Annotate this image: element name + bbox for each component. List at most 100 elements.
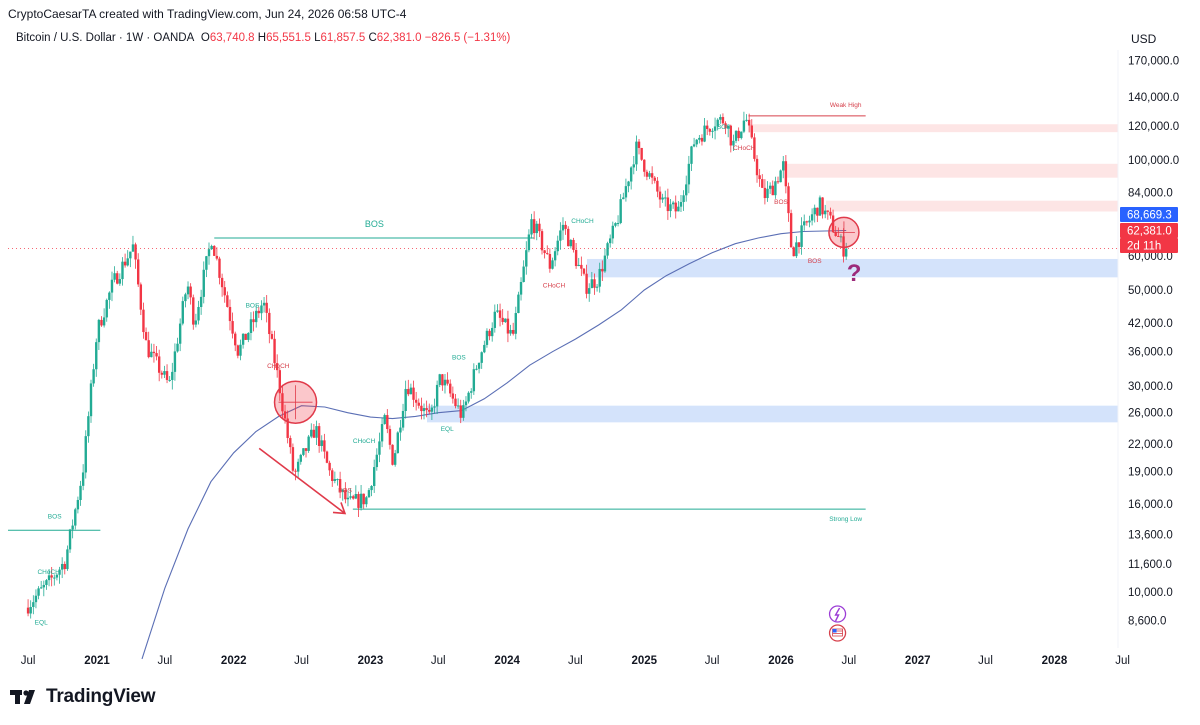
candle-body [223,287,226,296]
candle-body [430,407,434,412]
candle-body [459,405,462,418]
candle-body [656,180,659,192]
candle-body [614,223,617,226]
candle-body [404,388,407,411]
candle-body [774,181,777,196]
price-badge-label: 62,381.0 [1127,226,1172,238]
time-tick-label: Jul [431,655,446,667]
candle-body [66,549,69,570]
time-tick-label: 2025 [631,655,657,667]
candle-body [470,391,473,393]
candle-body [178,323,182,344]
candle-body [740,131,743,139]
candle-body [661,197,664,200]
candle-body [354,494,358,499]
candle-body [275,363,279,371]
levels-layer: BOS Weak High Strong Low [8,102,1118,531]
price-badge-label: 2d 11h [1127,241,1161,253]
price-chart[interactable]: BOS Weak High Strong Low BOS CHoCH EQL BOS CHo… [0,0,1200,680]
candle-body [247,332,250,340]
candle-body [296,461,300,472]
candle-body [428,409,431,412]
close-label: C [368,32,377,44]
price-tick-label: 8,600.0 [1128,615,1166,627]
candle-body [268,312,271,335]
candle-body [150,351,153,358]
candle-body [779,170,782,183]
candle-body [509,329,512,334]
candle-body [632,164,635,168]
candle-body [168,379,171,381]
candle-body [645,171,649,177]
candle-body [464,401,468,406]
flag-canton [832,629,837,633]
candle-body [742,120,746,132]
price-badge [1120,207,1178,222]
candle-body [299,454,302,462]
candle-body [721,117,725,124]
structure-label: BOS [808,258,822,265]
price-tick-label: 10,000.0 [1128,587,1173,599]
symbol-name: Bitcoin / U.S. Dollar · 1W · OANDA [16,32,194,44]
candle-body [357,494,360,508]
brand-name: TradingView [46,686,156,707]
candle-body [307,436,310,451]
structure-labels-layer: BOS CHoCH EQL BOS CHoCH CHoCH BOS EQL BOS CHoCH CH… [35,124,823,627]
level-label: Weak High [830,102,862,109]
candle-body [805,221,809,223]
candle-body [588,288,591,294]
candle-body [580,264,583,269]
candle-body [530,219,533,235]
candle-body [362,493,365,505]
candle-body [388,429,392,445]
candle-body [333,479,337,481]
candle-body [409,387,413,395]
candle-body [569,239,573,247]
candle-body [192,297,195,325]
candle-body [716,119,719,127]
candle-body [34,595,38,603]
candle-body [837,235,840,237]
candle-body [425,408,428,410]
candle-body [325,451,329,463]
price-tick-label: 50,000.0 [1128,285,1173,297]
candle-body [228,306,232,322]
candle-body [412,387,415,400]
candle-body [283,411,287,419]
structure-label: CHoCH [571,218,594,225]
candle-body [438,374,441,385]
candle-body [273,338,276,364]
candle-body [317,426,321,446]
candle-body [477,362,481,369]
candle-body [818,197,822,216]
candle-body [527,234,531,251]
candle-body [640,147,643,160]
structure-label: CHoCH [543,282,566,289]
candle-body [635,141,638,165]
candle-body [92,369,95,384]
candle-body [163,371,166,375]
candle-body [629,167,633,182]
question-mark: ? [847,260,862,287]
candle-body [386,415,389,430]
time-tick-label: Jul [978,655,993,667]
tradingview-brand[interactable]: TradingView [10,686,156,708]
candle-body [726,125,730,129]
candle-body [601,268,604,272]
candle-body [171,371,174,380]
time-tick-label: Jul [705,655,720,667]
candle-body [627,181,630,187]
price-badge [1120,223,1178,238]
supply-zone [748,124,1118,133]
candle-body [595,286,599,288]
candles-layer [26,111,848,619]
candle-body [831,215,835,233]
candle-body [42,584,46,588]
candle-body [45,580,48,585]
candle-body [496,310,499,312]
candle-body [643,159,646,172]
candle-body [711,130,714,132]
candle-body [795,242,798,257]
candle-body [231,321,234,334]
candle-body [320,440,323,446]
